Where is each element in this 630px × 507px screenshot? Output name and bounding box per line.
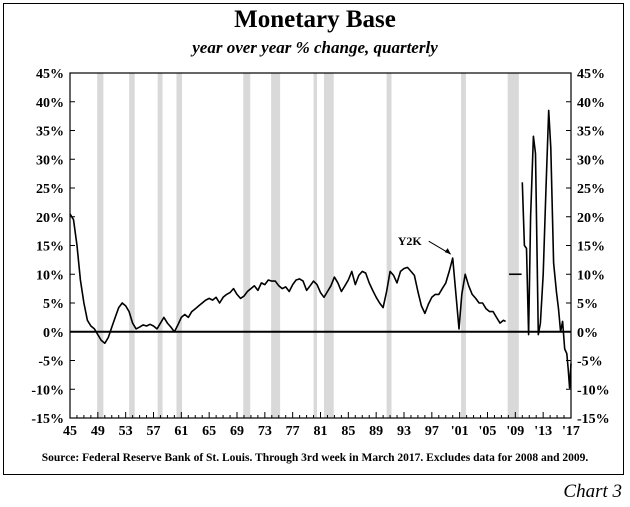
x-tick-label: 81 xyxy=(314,424,328,439)
axis-labels: 45% 45% 40% 40% 35% 35% 30% 30% 25% 25% 20% 20% 15% 1… xyxy=(31,67,609,439)
y-tick-label-right: 0% xyxy=(577,326,598,341)
y-tick-label-right: 40% xyxy=(577,96,605,111)
recession-band-3 xyxy=(176,73,183,418)
series-lines xyxy=(69,109,572,389)
y-tick-label-left: 15% xyxy=(36,240,64,255)
y-tick-label-left: 25% xyxy=(36,182,64,197)
x-tick-label: 93 xyxy=(397,424,411,439)
recession-band-10 xyxy=(507,73,519,418)
x-tick-label: 61 xyxy=(174,424,188,439)
x-tick-label: 45 xyxy=(63,424,77,439)
recession-band-2 xyxy=(157,73,163,418)
y-tick-label-left: -15% xyxy=(31,412,64,427)
y-tick-label-left: 40% xyxy=(36,96,64,111)
source-note: Source: Federal Reserve Bank of St. Loui… xyxy=(41,452,589,464)
recession-band-1 xyxy=(129,73,135,418)
y-tick-label-right: 25% xyxy=(577,182,605,197)
recession-band-9 xyxy=(461,73,466,418)
y-tick-label-right: 5% xyxy=(577,297,598,312)
y-tick-label-right: 20% xyxy=(577,211,605,226)
plot-area xyxy=(69,72,572,419)
chart-subtitle: year over year % change, quarterly xyxy=(192,38,438,57)
y-tick-label-right: 10% xyxy=(577,268,605,283)
y2k-arrow-head xyxy=(444,248,451,255)
x-tick-label: 89 xyxy=(369,424,383,439)
y-tick-label-left: 35% xyxy=(36,125,64,140)
y-tick-label-left: 0% xyxy=(43,326,64,341)
x-tick-label: 69 xyxy=(230,424,244,439)
y-tick-label-right: -10% xyxy=(577,383,610,398)
y2k-annotation: Y2K xyxy=(398,234,423,248)
x-tick-label: 97 xyxy=(425,424,439,439)
series-line-1 xyxy=(69,213,506,345)
y-tick-label-right: 45% xyxy=(577,67,605,82)
y-tick-label-right: 30% xyxy=(577,153,605,168)
recession-band-6 xyxy=(313,73,318,418)
annotations: Y2K xyxy=(398,234,451,255)
y-tick-label-left: 5% xyxy=(43,297,64,312)
chart-number-label: Chart 3 xyxy=(563,481,622,502)
y-tick-label-left: 10% xyxy=(36,268,64,283)
x-tick-label: '09 xyxy=(506,424,524,439)
x-tick-label: 53 xyxy=(119,424,133,439)
x-tick-label: 73 xyxy=(258,424,272,439)
recession-band-5 xyxy=(271,73,281,418)
y-tick-label-right: 35% xyxy=(577,125,605,140)
chart-frame xyxy=(3,3,624,475)
x-tick-label: '17 xyxy=(562,424,580,439)
x-tick-label: '13 xyxy=(534,424,552,439)
x-tick-label: '01 xyxy=(451,424,469,439)
x-tick-label: 77 xyxy=(286,424,300,439)
recession-bands xyxy=(97,73,519,418)
y-tick-label-left: -10% xyxy=(31,383,64,398)
axis-ticks xyxy=(69,72,572,419)
recession-band-0 xyxy=(97,73,104,418)
y-tick-label-right: -15% xyxy=(577,412,610,427)
y-tick-label-left: -5% xyxy=(38,355,64,370)
y-tick-label-right: 15% xyxy=(577,240,605,255)
recession-band-4 xyxy=(243,73,251,418)
y-tick-label-left: 30% xyxy=(36,153,64,168)
recession-band-8 xyxy=(386,73,392,418)
x-tick-label: 57 xyxy=(147,424,161,439)
x-tick-label: 65 xyxy=(202,424,216,439)
y-tick-label-left: 20% xyxy=(36,211,64,226)
y-tick-label-left: 45% xyxy=(36,67,64,82)
series-line-2 xyxy=(521,109,572,389)
x-tick-label: 49 xyxy=(91,424,105,439)
x-tick-label: '05 xyxy=(479,424,497,439)
chart-title: Monetary Base xyxy=(234,6,396,33)
x-tick-label: 85 xyxy=(341,424,355,439)
recession-band-7 xyxy=(323,73,334,418)
y-tick-label-right: -5% xyxy=(577,355,603,370)
